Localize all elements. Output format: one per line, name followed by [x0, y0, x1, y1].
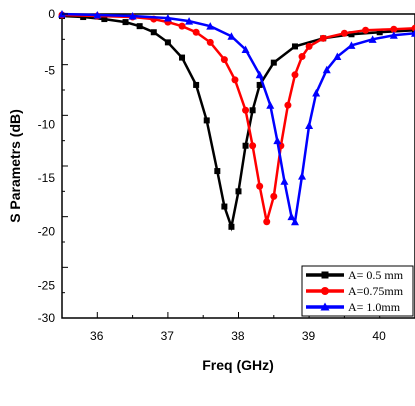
data-point	[249, 107, 256, 114]
data-point	[93, 11, 102, 19]
data-point	[179, 54, 186, 61]
data-point	[235, 188, 242, 195]
data-point	[287, 212, 296, 221]
y-tick-label: 0	[48, 7, 55, 21]
data-point	[128, 12, 137, 20]
data-point	[291, 43, 298, 50]
y-tick-label: -15	[38, 171, 56, 185]
data-point	[347, 41, 356, 49]
data-point	[220, 56, 228, 64]
data-point	[203, 117, 210, 124]
data-point	[340, 29, 348, 37]
data-point	[319, 34, 327, 42]
data-point	[231, 76, 239, 84]
y-tick-label: -10	[38, 117, 56, 131]
data-point	[362, 26, 370, 34]
y-tick-label: -25	[38, 278, 56, 292]
data-point	[333, 52, 342, 61]
data-point	[241, 45, 250, 53]
legend-marker-circle	[321, 287, 329, 295]
data-point	[390, 25, 398, 33]
x-tick-label: 39	[302, 329, 316, 343]
y-tick-labels: 0 -5 -10 -15 -20 -25 -30	[38, 7, 56, 325]
plot-area	[58, 10, 415, 319]
data-point	[80, 14, 87, 21]
data-point	[221, 203, 228, 210]
data-point	[228, 223, 235, 230]
legend-marker-square	[321, 271, 329, 279]
data-point	[270, 59, 277, 66]
data-point	[290, 217, 299, 226]
data-point	[291, 71, 299, 79]
data-point	[256, 182, 264, 190]
series-line	[61, 14, 415, 232]
data-point	[305, 121, 314, 129]
data-point	[206, 22, 215, 30]
x-tick-label: 38	[231, 329, 245, 343]
data-point	[192, 28, 200, 36]
data-point	[122, 19, 129, 26]
data-point	[298, 53, 306, 61]
legend-label: A= 0.5 mm	[348, 268, 404, 282]
data-point	[256, 81, 263, 88]
data-point	[411, 29, 415, 37]
y-tick-label: -5	[44, 64, 55, 78]
data-point	[411, 24, 415, 32]
data-point	[298, 172, 307, 180]
data-point	[305, 42, 313, 50]
x-tick-label: 40	[372, 329, 386, 343]
data-point	[163, 14, 172, 22]
data-point	[227, 32, 236, 40]
legend-label: A= 1.0mm	[348, 300, 401, 314]
y-tick-label: -30	[38, 311, 56, 325]
x-tick-labels: 36 37 38 39 40	[90, 329, 386, 343]
data-point	[389, 31, 398, 39]
data-point	[101, 16, 108, 23]
data-point	[214, 168, 221, 175]
legend: A= 0.5 mm A=0.75mm A= 1.0mm	[301, 265, 414, 317]
data-point	[242, 142, 249, 149]
x-tick-label: 36	[90, 329, 104, 343]
data-point	[348, 31, 355, 38]
data-point	[266, 101, 275, 109]
data-point	[255, 70, 264, 79]
data-point	[206, 38, 214, 46]
data-point	[185, 17, 194, 25]
series-1	[59, 13, 415, 232]
y-tick-label: -20	[38, 225, 56, 239]
data-point	[178, 22, 186, 30]
data-point	[284, 101, 292, 109]
data-point	[263, 218, 271, 226]
data-point	[322, 65, 331, 74]
data-point	[136, 23, 143, 30]
x-tick-label: 37	[161, 329, 175, 343]
legend-entry: A= 1.0mm	[306, 300, 401, 314]
x-axis-title: Freq (GHz)	[202, 357, 274, 373]
data-point	[242, 106, 250, 114]
legend-marker-triangle	[320, 302, 330, 311]
data-point	[280, 177, 289, 185]
legend-entry: A=0.75mm	[306, 284, 404, 298]
legend-label: A=0.75mm	[348, 284, 404, 298]
data-point	[249, 142, 257, 150]
data-point	[150, 29, 157, 36]
data-point	[193, 81, 200, 88]
data-point	[368, 35, 377, 43]
data-point	[270, 192, 278, 200]
series-3	[58, 10, 415, 226]
legend-entry: A= 0.5 mm	[306, 268, 404, 282]
data-point	[312, 89, 321, 97]
series-layer	[58, 10, 415, 232]
data-point	[164, 39, 171, 46]
y-axis-title: S Parametrs (dB)	[7, 109, 23, 223]
data-point	[273, 136, 282, 145]
data-point	[376, 29, 383, 36]
